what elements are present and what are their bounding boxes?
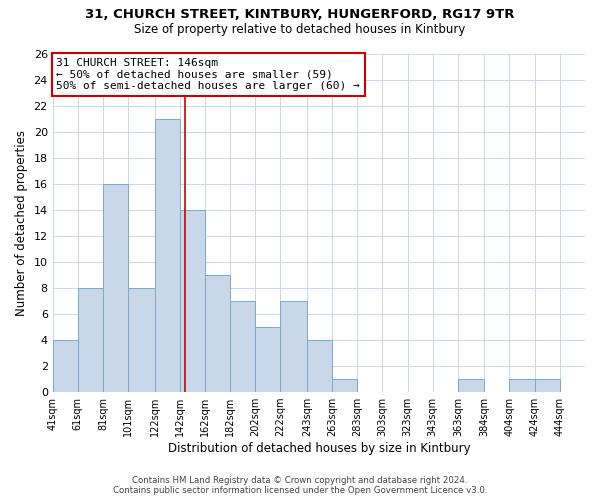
Bar xyxy=(535,379,560,392)
Text: 31, CHURCH STREET, KINTBURY, HUNGERFORD, RG17 9TR: 31, CHURCH STREET, KINTBURY, HUNGERFORD,… xyxy=(85,8,515,20)
Bar xyxy=(255,327,280,392)
Bar xyxy=(180,210,205,392)
Bar xyxy=(78,288,103,392)
Bar xyxy=(53,340,78,392)
Y-axis label: Number of detached properties: Number of detached properties xyxy=(15,130,28,316)
Bar xyxy=(332,379,357,392)
Bar xyxy=(280,301,307,392)
Bar xyxy=(205,275,230,392)
Bar xyxy=(307,340,332,392)
Bar xyxy=(230,301,255,392)
Text: Size of property relative to detached houses in Kintbury: Size of property relative to detached ho… xyxy=(134,22,466,36)
X-axis label: Distribution of detached houses by size in Kintbury: Distribution of detached houses by size … xyxy=(167,442,470,455)
Text: 31 CHURCH STREET: 146sqm
← 50% of detached houses are smaller (59)
50% of semi-d: 31 CHURCH STREET: 146sqm ← 50% of detach… xyxy=(56,58,360,91)
Bar xyxy=(155,119,180,392)
Text: Contains HM Land Registry data © Crown copyright and database right 2024.
Contai: Contains HM Land Registry data © Crown c… xyxy=(113,476,487,495)
Bar xyxy=(458,379,484,392)
Bar xyxy=(103,184,128,392)
Bar xyxy=(509,379,535,392)
Bar xyxy=(128,288,155,392)
